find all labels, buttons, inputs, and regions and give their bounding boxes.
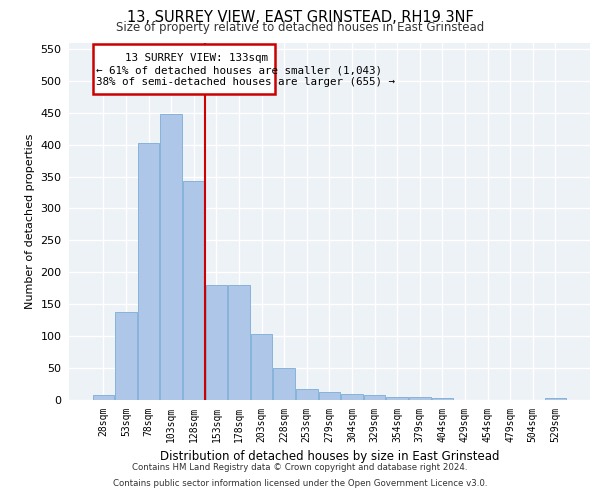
Bar	[319, 392, 340, 400]
Bar	[206, 285, 227, 400]
Bar	[364, 395, 385, 400]
Bar	[296, 388, 317, 400]
Bar	[341, 394, 363, 400]
Bar	[228, 285, 250, 400]
Y-axis label: Number of detached properties: Number of detached properties	[25, 134, 35, 309]
Bar	[431, 398, 453, 400]
Bar	[92, 395, 114, 400]
Bar	[545, 398, 566, 400]
Bar	[183, 181, 205, 400]
Bar	[274, 368, 295, 400]
Text: 13, SURREY VIEW, EAST GRINSTEAD, RH19 3NF: 13, SURREY VIEW, EAST GRINSTEAD, RH19 3N…	[127, 10, 473, 25]
Text: Contains HM Land Registry data © Crown copyright and database right 2024.: Contains HM Land Registry data © Crown c…	[132, 464, 468, 472]
Text: 38% of semi-detached houses are larger (655) →: 38% of semi-detached houses are larger (…	[96, 77, 395, 87]
Bar	[160, 114, 182, 400]
Bar	[115, 312, 137, 400]
Bar	[251, 334, 272, 400]
Bar	[409, 398, 431, 400]
Text: ← 61% of detached houses are smaller (1,043): ← 61% of detached houses are smaller (1,…	[96, 66, 382, 76]
FancyBboxPatch shape	[92, 44, 275, 94]
X-axis label: Distribution of detached houses by size in East Grinstead: Distribution of detached houses by size …	[160, 450, 499, 463]
Bar	[138, 142, 160, 400]
Text: 13 SURREY VIEW: 133sqm: 13 SURREY VIEW: 133sqm	[100, 52, 268, 62]
Bar	[386, 397, 408, 400]
Text: Contains public sector information licensed under the Open Government Licence v3: Contains public sector information licen…	[113, 478, 487, 488]
Text: Size of property relative to detached houses in East Grinstead: Size of property relative to detached ho…	[116, 21, 484, 34]
